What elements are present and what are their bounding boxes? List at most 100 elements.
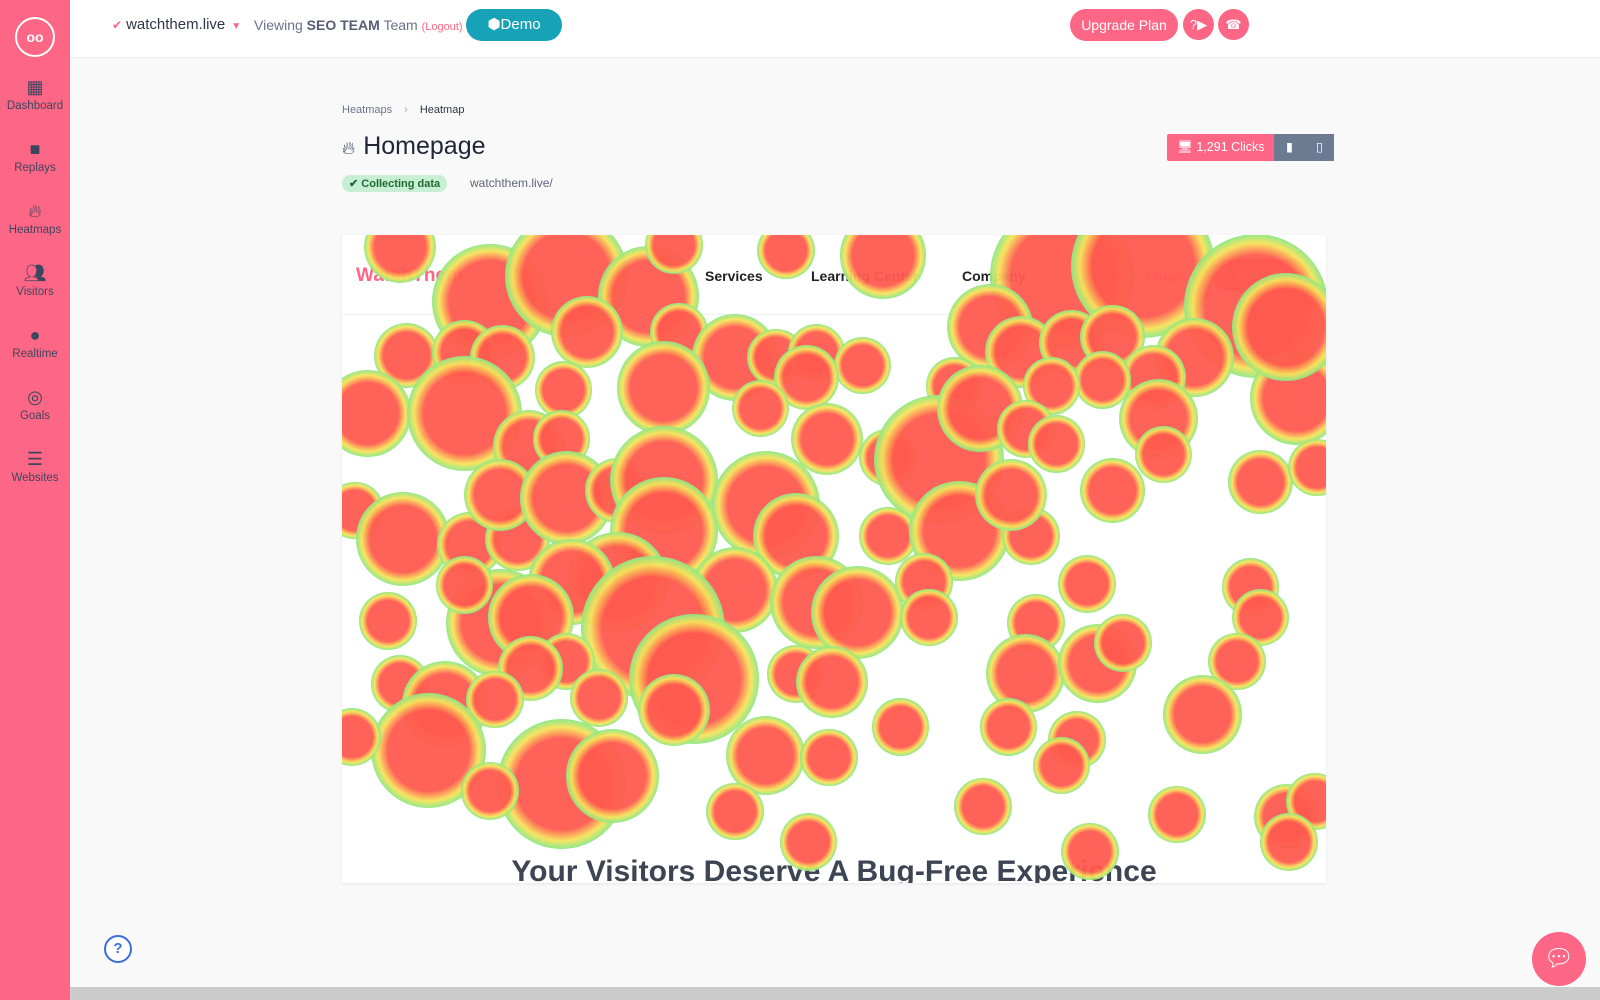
heat-spot	[1148, 785, 1206, 844]
preview-nav-services: Services	[705, 268, 763, 284]
heat-spot	[342, 481, 385, 540]
preview-signup: SIGN UP	[1212, 259, 1308, 291]
heat-spot	[1048, 711, 1106, 769]
heat-spot	[437, 511, 502, 577]
heat-spot	[711, 451, 820, 560]
sidebar-item-websites[interactable]: ☰ Websites	[0, 448, 70, 484]
heat-spot	[464, 459, 537, 532]
heat-spot	[986, 634, 1066, 714]
heat-spot	[1073, 351, 1132, 409]
breadcrumb-heatmaps[interactable]: Heatmaps	[342, 104, 393, 116]
heat-spot	[406, 355, 523, 472]
demo-label: Demo	[500, 16, 541, 33]
heat-spot	[810, 565, 905, 660]
demo-button[interactable]: ⬢Demo	[466, 9, 562, 41]
heatmap-preview[interactable]: WatchThem Services Learning Center Compa…	[342, 235, 1326, 883]
help-button[interactable]: ?	[104, 935, 132, 963]
heat-spot	[997, 400, 1055, 458]
sidebar-item-goals[interactable]: ◎ Goals	[0, 386, 70, 422]
heat-spot	[1221, 558, 1280, 616]
preview-headline: Your Visitors Deserve A Bug-Free Experie…	[511, 855, 1157, 883]
heat-spot	[769, 555, 864, 650]
chat-button[interactable]: 💬︎	[1532, 932, 1586, 986]
heat-spot	[925, 357, 984, 415]
target-icon: ◎	[27, 387, 43, 407]
tablet-icon: ▮	[1286, 140, 1293, 154]
heat-spot	[432, 319, 497, 385]
heat-spot	[565, 729, 660, 823]
heat-spot	[767, 645, 826, 703]
heat-spot	[979, 698, 1038, 756]
page-url: watchthem.live/	[470, 176, 553, 190]
heat-spot	[487, 574, 575, 661]
heat-spot	[726, 715, 806, 796]
heat-spot	[461, 762, 519, 820]
server-icon: ☰	[26, 449, 44, 469]
chat-icon: 💬︎	[1543, 945, 1575, 972]
heat-spot	[731, 379, 790, 438]
mobile-button[interactable]: ▯	[1304, 134, 1335, 161]
heat-spot	[1094, 614, 1152, 672]
heat-spot	[342, 708, 382, 766]
sidebar-item-heatmaps[interactable]: 🔥︎ Heatmaps	[0, 200, 70, 236]
heat-spot	[570, 669, 629, 728]
logout-link[interactable]: (Logout)	[421, 21, 463, 33]
preview-nav-pricing: Pricing	[1071, 268, 1119, 284]
breadcrumb: Heatmaps › Heatmap	[342, 104, 464, 116]
sidebar-item-dashboard[interactable]: ▦ Dashboard	[0, 76, 70, 112]
sidebar-item-realtime[interactable]: ● Realtime	[0, 324, 70, 360]
heat-spot	[616, 341, 711, 435]
heat-spot	[581, 555, 726, 700]
heat-spot	[859, 428, 917, 487]
heat-spot	[1032, 736, 1091, 795]
tablet-button[interactable]: ▮	[1274, 134, 1305, 161]
heat-spot	[936, 365, 1024, 452]
heat-spot	[1058, 555, 1116, 613]
phone-icon: ☎	[1225, 17, 1242, 32]
heat-spot	[691, 314, 779, 401]
video-question-icon: ?▶	[1189, 17, 1208, 32]
heat-spot	[356, 492, 451, 586]
sidebar-item-visitors[interactable]: 👥︎ Visitors	[0, 262, 70, 298]
preview-nav-login: Login	[1146, 268, 1185, 284]
heat-spot	[984, 316, 1057, 389]
video-icon: ■	[29, 139, 41, 159]
heat-spot	[585, 457, 650, 523]
horizontal-scrollbar[interactable]	[70, 987, 1600, 1000]
team-name: SEO TEAM	[306, 17, 380, 33]
label: Websites	[11, 472, 59, 484]
breadcrumb-current: Heatmap	[419, 104, 465, 116]
site-selector[interactable]: ✔ watchthem.live ▼	[112, 16, 241, 33]
heat-spot	[1249, 351, 1326, 446]
sidebar: oo ▦ Dashboard ■ Replays 🔥︎ Heatmaps 👥︎ Visi…	[0, 0, 70, 1000]
heat-spot	[1162, 675, 1243, 755]
heat-spot	[1027, 415, 1086, 473]
page-title: 🔥︎ Homepage	[342, 132, 486, 161]
question-icon: ?	[113, 940, 123, 957]
check-circle-icon: ✔	[112, 18, 123, 32]
heat-spot	[900, 588, 958, 647]
heat-spot	[706, 782, 764, 841]
heat-spot	[496, 719, 627, 849]
grid-icon: ▦	[26, 77, 44, 97]
viewing-label: Viewing	[254, 17, 303, 33]
desktop-clicks-button[interactable]: 🖥︎ 1,291 Clicks	[1167, 134, 1275, 161]
mobile-icon: ▯	[1316, 140, 1323, 154]
app-logo[interactable]: oo	[15, 17, 55, 57]
heat-spot	[629, 614, 759, 744]
upgrade-plan-button[interactable]: Upgrade Plan	[1070, 9, 1178, 41]
team-suffix: Team	[383, 17, 418, 33]
heat-spot	[1057, 623, 1137, 704]
heat-spot	[954, 777, 1012, 836]
heat-spot	[1134, 425, 1193, 484]
cube-icon: ⬢	[487, 16, 501, 33]
sidebar-item-replays[interactable]: ■ Replays	[0, 138, 70, 174]
heat-spot	[1080, 457, 1146, 523]
heat-spot	[401, 661, 489, 748]
label: Realtime	[12, 348, 58, 360]
heat-spot	[1154, 317, 1234, 398]
support-phone-button[interactable]: ☎	[1218, 9, 1249, 40]
heat-spot	[774, 345, 839, 411]
caret-down-icon: ▼	[231, 21, 242, 32]
video-help-button[interactable]: ?▶	[1183, 9, 1214, 40]
